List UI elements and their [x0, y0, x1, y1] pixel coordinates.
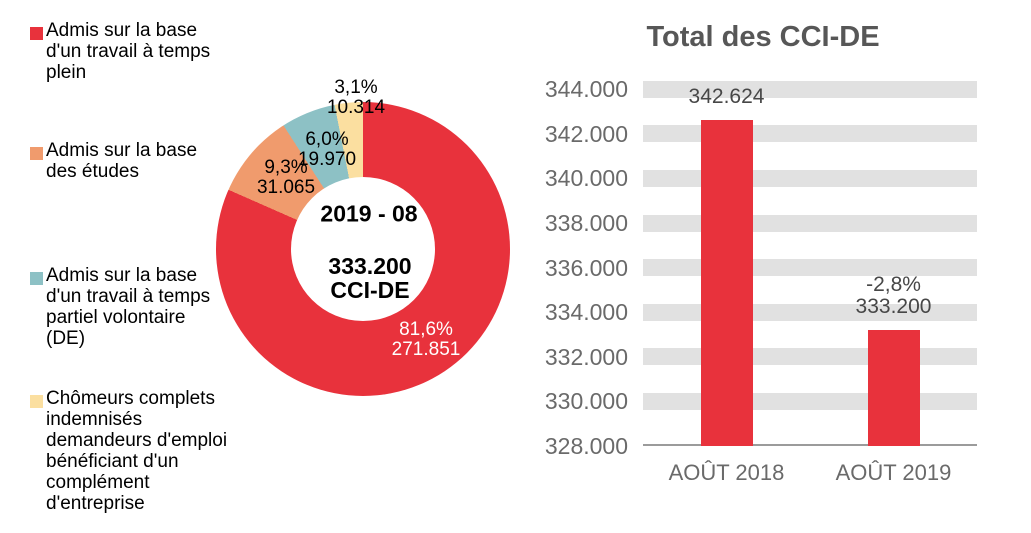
legend-item-chomeurs-complets: Chômeurs complets indemnisés demandeurs …	[30, 388, 227, 514]
slice-label-temps-partiel: 6,0% 19.970	[297, 129, 357, 170]
legend-item-temps-plein: Admis sur la base d'un travail à temps p…	[30, 20, 210, 83]
y-axis-labels: 344.000 342.000 340.000 338.000 336.000 334.0…	[520, 76, 628, 470]
bar-ao-t-2018	[700, 119, 753, 446]
legend-item-label: Admis sur la base d'un travail à temps p…	[46, 20, 211, 83]
gridline-stripe	[643, 214, 977, 232]
gridline-stripe	[643, 348, 977, 366]
donut-center-total: 333.200 CCI-DE	[328, 253, 412, 303]
legend-item-etudes: Admis sur la base des études	[30, 140, 197, 182]
y-tick-label: 328.000	[544, 433, 628, 459]
bar-value-label: 342.624	[688, 84, 765, 108]
legend-item-label: Admis sur la base d'un travail à temps p…	[46, 265, 211, 349]
y-tick-label: 344.000	[544, 76, 628, 103]
gridline-stripe	[643, 125, 977, 143]
gridline-stripe	[643, 80, 977, 98]
x-axis-label: AOÛT 2018	[668, 460, 785, 485]
legend-item-label: Chômeurs complets indemnisés demandeurs …	[46, 388, 228, 514]
y-tick-label: 342.000	[544, 120, 628, 147]
legend-color-swatch	[30, 27, 43, 40]
slice-label-temps-plein: 81,6% 271.851	[391, 319, 461, 360]
donut-chart: 81,6% 271.851 9,3% 31.065 6,0% 19.970 3,…	[216, 78, 510, 396]
slice-label-etudes: 9,3% 31.065	[256, 157, 316, 198]
y-tick-label: 332.000	[544, 343, 628, 370]
x-axis-label: AOÛT 2019	[835, 460, 952, 485]
y-tick-label: 334.000	[544, 299, 628, 326]
donut-center-period: 2019 - 08	[320, 200, 418, 227]
legend-color-swatch	[30, 272, 43, 285]
plot-area: 342.624 AOÛT 2018 -2,8% 333.200 AOÛT 2019	[643, 80, 977, 485]
donut-hole	[291, 177, 435, 321]
legend-color-swatch	[30, 395, 43, 408]
legend-item-label: Admis sur la base des études	[46, 140, 198, 182]
x-axis-line	[643, 444, 977, 446]
y-tick-label: 336.000	[544, 254, 628, 281]
bar-value-label: -2,8% 333.200	[855, 273, 932, 319]
bar-ao-t-2019	[867, 330, 920, 446]
legend-color-swatch	[30, 147, 43, 160]
gridline-stripe	[643, 392, 977, 410]
slice-label-chomeurs-complets: 3,1% 10.314	[326, 77, 386, 118]
gridline-stripe	[643, 169, 977, 187]
bar-chart-title: Total des CCI-DE	[646, 21, 880, 53]
y-tick-label: 330.000	[544, 388, 628, 415]
y-tick-label: 340.000	[544, 165, 628, 192]
y-tick-label: 338.000	[544, 210, 628, 236]
legend-item-temps-partiel: Admis sur la base d'un travail à temps p…	[30, 265, 210, 349]
